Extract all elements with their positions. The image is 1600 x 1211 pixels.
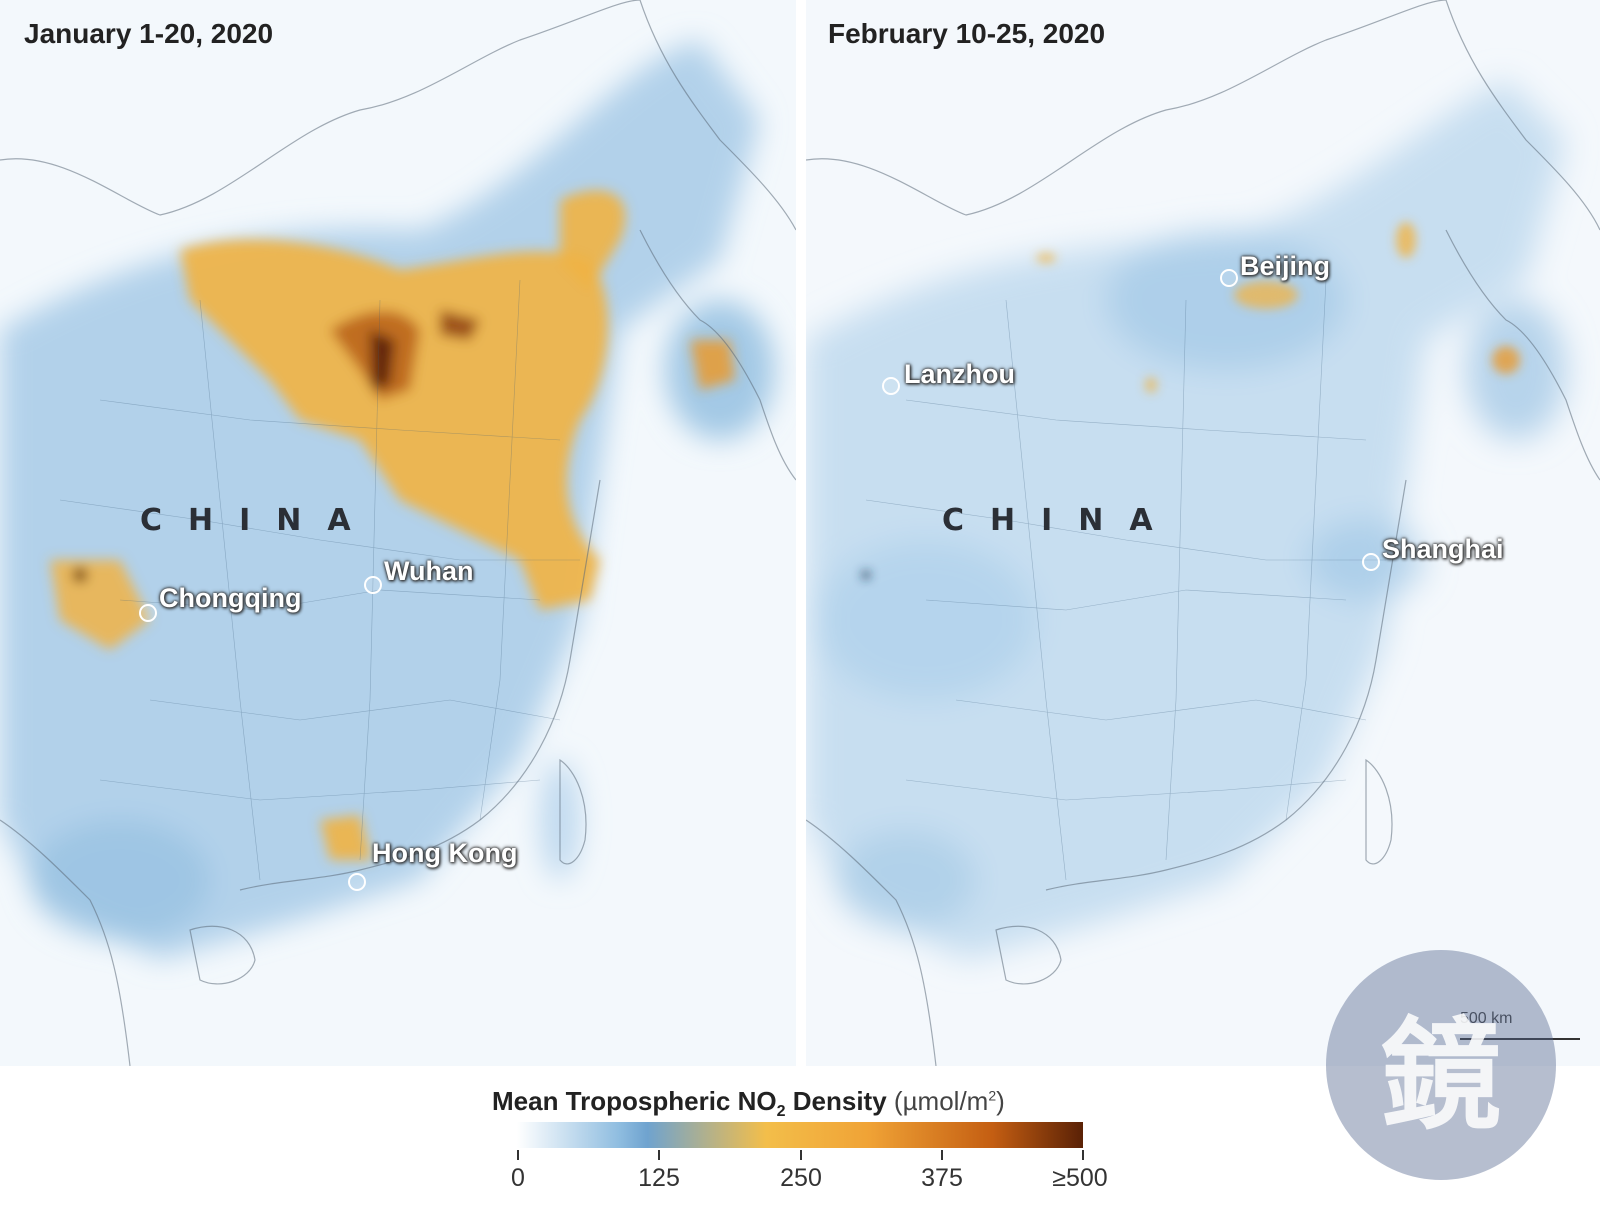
road-network xyxy=(59,279,580,881)
city-marker-icon xyxy=(364,576,382,594)
orange-concentration-layer xyxy=(862,222,1520,579)
watermark-glyph: 鏡 xyxy=(1381,1007,1501,1146)
no2-map-february xyxy=(806,0,1600,1066)
watermark-logo: 鏡 xyxy=(1326,950,1556,1180)
color-legend: Mean Tropospheric NO2 Density (µmol/m2) … xyxy=(0,1066,1600,1211)
road-network xyxy=(865,279,1386,881)
legend-title: Mean Tropospheric NO2 Density (µmol/m2) xyxy=(492,1086,1005,1121)
legend-tick-label: 375 xyxy=(921,1164,963,1192)
scale-bar xyxy=(1460,1038,1580,1040)
city-marker-icon xyxy=(1220,269,1238,287)
legend-title-tail: Density xyxy=(785,1086,887,1116)
city-lanzhou: Lanzhou xyxy=(882,353,1015,395)
city-marker-icon xyxy=(348,873,366,891)
city-label: Hong Kong xyxy=(372,837,518,868)
borders-layer xyxy=(0,0,796,1066)
legend-tick xyxy=(941,1150,943,1160)
city-shanghai: Shanghai xyxy=(1362,527,1504,571)
legend-tick xyxy=(1082,1150,1084,1160)
legend-tick xyxy=(517,1150,519,1160)
legend-title-main: Mean Tropospheric NO xyxy=(492,1086,777,1116)
city-marker-icon xyxy=(882,377,900,395)
orange-concentration-layer xyxy=(50,190,735,860)
city-marker-icon xyxy=(1362,553,1380,571)
legend-unit: (µmol/m2) xyxy=(893,1086,1005,1116)
scale-label: 500 km xyxy=(1460,1010,1513,1027)
city-label: Shanghai xyxy=(1382,533,1504,564)
city-hong-kong: Hong Kong xyxy=(348,815,517,891)
borders-layer xyxy=(806,0,1600,1066)
legend-tick-label: 250 xyxy=(780,1164,822,1192)
panel-divider xyxy=(796,0,806,1066)
panel-date-title: January 1-20, 2020 xyxy=(24,18,274,49)
map-panel-january: January 1-20, 2020 CHINA Wuhan Chongqing… xyxy=(0,0,796,1066)
country-label-china: CHINA xyxy=(942,503,1179,538)
city-marker-icon xyxy=(139,604,157,622)
country-label-china: CHINA xyxy=(140,503,377,538)
panel-date-title: February 10-25, 2020 xyxy=(828,18,1106,49)
no2-map-january xyxy=(0,0,796,1066)
legend-tick-label: 0 xyxy=(511,1164,525,1192)
legend-tick-label: ≥500 xyxy=(1052,1164,1108,1192)
city-label: Chongqing xyxy=(159,582,302,613)
city-wuhan: Wuhan xyxy=(364,548,474,594)
city-label: Lanzhou xyxy=(904,358,1015,389)
city-beijing: Beijing xyxy=(1220,245,1330,287)
legend-title-subscript: 2 xyxy=(776,1103,786,1121)
legend-tick-label: 125 xyxy=(638,1164,680,1192)
city-label: Beijing xyxy=(1240,250,1331,281)
legend-tick xyxy=(658,1150,660,1160)
map-panel-february: February 10-25, 2020 CHINA Beijing Lanzh… xyxy=(806,0,1600,1066)
legend-tick xyxy=(800,1150,802,1160)
city-chongqing: Chongqing xyxy=(139,574,301,622)
color-scale-bar xyxy=(517,1122,1083,1148)
city-label: Wuhan xyxy=(384,555,474,586)
